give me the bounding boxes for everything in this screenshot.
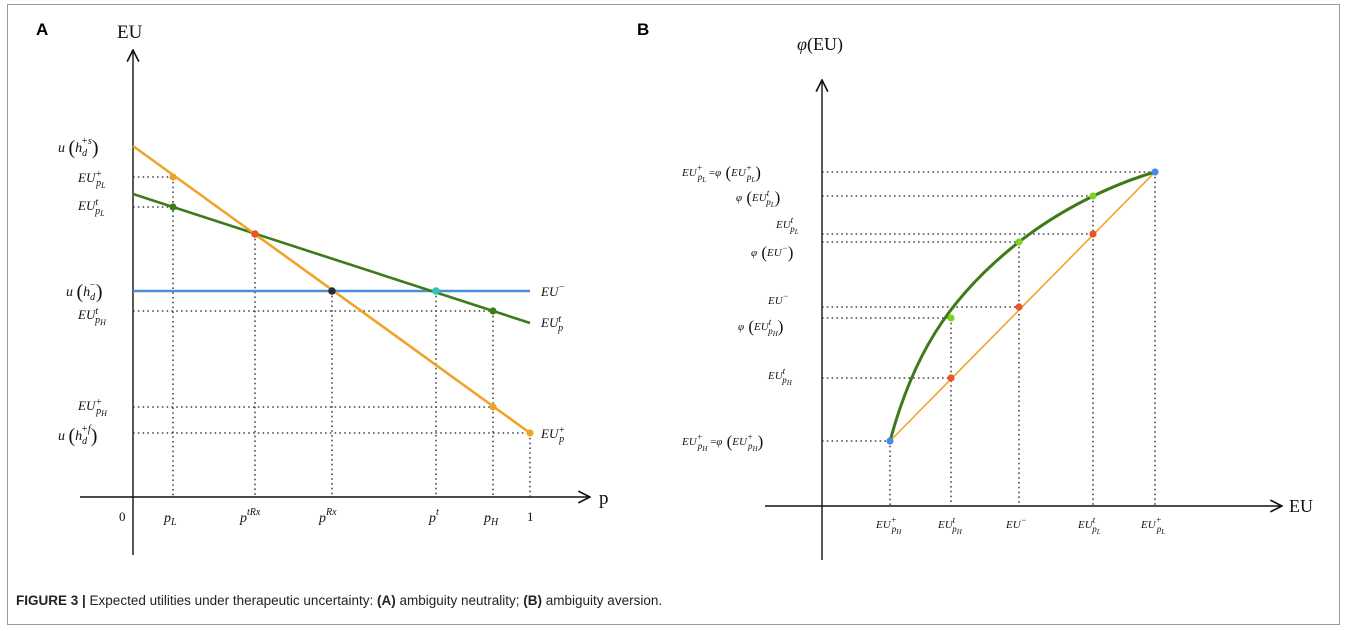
panel-a-ylabel-eu-plus-pl: EU+ pL <box>77 169 106 190</box>
panel-a-dot-prx <box>328 287 336 295</box>
panel-a-ylabel-eu-t-ph: EUt pH <box>77 306 107 327</box>
panel-a-dot-eu-t-ph <box>489 307 497 315</box>
panel-a-y-axis-title: EU <box>117 22 143 43</box>
panel-a-xtick-1: 1 <box>527 509 534 524</box>
panel-b-ylabel-phi-eu-minus: φ (EU−) <box>751 243 793 262</box>
panel-b-dot-eu-plus-ph <box>886 437 894 445</box>
panel-b-x-axis-title: EU <box>1289 496 1313 516</box>
figure-caption: FIGURE 3 | Expected utilities under ther… <box>16 593 662 608</box>
panel-b-dot-eu-t-ph <box>947 374 955 382</box>
panel-a-guides <box>133 176 531 497</box>
panel-a-ylabel-u-hdminus: u (hd−) <box>66 280 103 303</box>
panel-b-ylabel-eu-t-pl: EUt pL <box>775 215 799 236</box>
panel-a-line-label-eu-plus: EU+ p <box>540 425 565 445</box>
panel-a-dot-pt <box>432 287 440 295</box>
panel-b-concave-curve <box>888 170 1156 442</box>
panel-b: B φ(EU) EU <box>637 20 1313 560</box>
panel-a-xtick-pt: pt <box>428 507 439 526</box>
panel-a-eu-t-line <box>132 192 531 325</box>
panel-b-dot-phi-eu-minus <box>1015 238 1023 246</box>
panel-a-dot-eu-plus-ph <box>489 403 497 411</box>
panel-a-ylabel-eu-plus-ph: EU+ pH <box>77 397 108 418</box>
panel-b-ylabel-eu-plus-pl-eq: EU+ pL =φ (EU+ pL) <box>681 163 761 184</box>
panel-b-dot-eu-plus-pl <box>1151 168 1159 176</box>
panel-b-ylabel-eu-plus-ph-eq: EU+ pH =φ (EU+ pH) <box>681 432 763 453</box>
panel-b-ylabel-eu-minus: EU− <box>767 291 789 307</box>
panel-b-dot-eu-t-pl <box>1089 230 1097 238</box>
caption-text-3: ambiguity aversion. <box>542 593 663 608</box>
panel-b-guides <box>822 171 1156 506</box>
panel-a-label: A <box>36 20 48 39</box>
panel-b-ylabel-eu-t-ph: EUt pH <box>767 366 793 387</box>
panel-a-dot-eu-plus-p1 <box>526 429 534 437</box>
caption-b: (B) <box>523 593 543 608</box>
panel-a-dot-ptrx <box>251 230 259 238</box>
panel-a-ylabel-eu-t-pl: EUt pL <box>77 197 105 218</box>
panel-a-xtick-ph: pH <box>483 511 499 528</box>
panel-b-xtick-eu-t-ph: EUt pH <box>937 515 963 536</box>
panel-a-xtick-ptrx: ptRx <box>239 507 261 526</box>
panel-b-dot-phi-eu-t-pl <box>1089 192 1097 200</box>
panel-b-ylabel-phi-eu-t-pl: φ (EUt pL) <box>736 188 780 209</box>
panel-a-dot-eu-t-pl <box>169 203 177 211</box>
caption-label: FIGURE 3 | <box>16 593 86 608</box>
panel-a-ylabel-u-hds: u (hd+s) <box>58 136 98 159</box>
panel-a-ylabel-u-hdf: u (hd+f) <box>58 424 97 447</box>
panel-b-dot-eu-minus <box>1015 303 1023 311</box>
panel-a-xtick-prx: pRx <box>318 507 337 526</box>
panel-b-xtick-eu-plus-pl: EU+ pL <box>1140 515 1165 536</box>
panel-b-ylabel-phi-eu-t-ph: φ (EUt pH) <box>738 317 783 338</box>
panel-b-xtick-eu-t-pl: EUt pL <box>1077 515 1101 536</box>
panel-b-dot-phi-eu-t-ph <box>947 314 955 322</box>
panel-a-xtick-pl: pL <box>163 511 177 528</box>
caption-a: (A) <box>376 593 396 608</box>
panel-a: A EU p <box>36 20 609 555</box>
panel-b-xtick-eu-minus: EU− <box>1005 515 1027 531</box>
panel-b-label: B <box>637 20 649 39</box>
caption-text-1: Expected utilities under therapeutic unc… <box>85 593 377 608</box>
panel-a-xtick-0: 0 <box>119 509 126 524</box>
panel-a-line-label-eu-t: EUt p <box>540 314 563 334</box>
panel-a-x-axis-title: p <box>599 488 609 509</box>
caption-text-2: ambiguity neutrality; <box>395 593 524 608</box>
figure-frame <box>7 4 1340 625</box>
panel-b-y-axis-title: φ(EU) <box>797 34 843 55</box>
panel-b-xtick-eu-plus-ph: EU+ pH <box>875 515 902 536</box>
panel-a-line-label-eu-minus: EU− <box>540 282 565 299</box>
panel-a-dot-eu-plus-pl <box>169 173 177 181</box>
